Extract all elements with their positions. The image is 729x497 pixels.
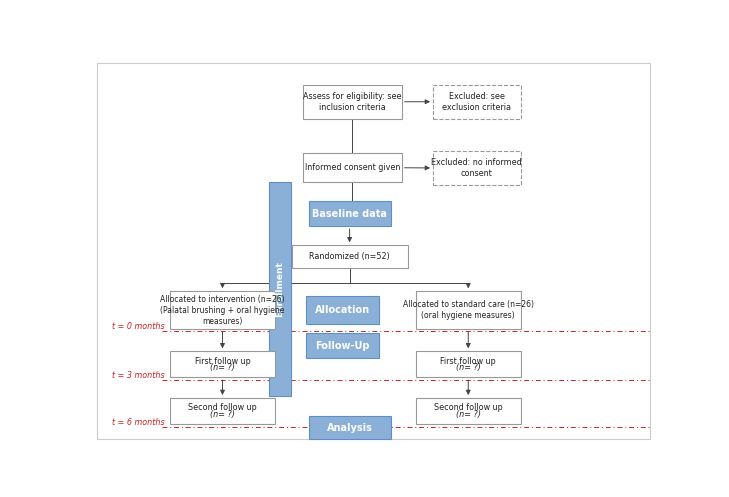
Bar xyxy=(416,351,521,377)
Bar xyxy=(170,291,275,330)
Bar xyxy=(292,245,408,268)
Bar xyxy=(433,151,521,185)
Text: (n= ?): (n= ?) xyxy=(456,410,480,418)
Text: Informed consent given: Informed consent given xyxy=(305,163,400,172)
Bar xyxy=(416,398,521,424)
Text: t = 0 months: t = 0 months xyxy=(112,322,165,331)
Bar xyxy=(308,201,391,226)
Bar xyxy=(308,416,391,439)
Bar xyxy=(303,84,402,119)
Text: Follow-Up: Follow-Up xyxy=(315,341,370,351)
Text: t = 6 months: t = 6 months xyxy=(112,418,165,427)
FancyBboxPatch shape xyxy=(97,64,650,438)
Text: (n= ?): (n= ?) xyxy=(456,363,480,372)
Text: Second follow up: Second follow up xyxy=(434,404,502,413)
Bar xyxy=(433,84,521,119)
Text: Enrollment: Enrollment xyxy=(276,261,284,317)
Text: Allocation: Allocation xyxy=(315,305,370,315)
Text: Baseline data: Baseline data xyxy=(312,209,387,219)
Text: t = 3 months: t = 3 months xyxy=(112,371,165,380)
Text: Excluded: see
exclusion criteria: Excluded: see exclusion criteria xyxy=(443,91,511,112)
Text: Excluded: no informed
consent: Excluded: no informed consent xyxy=(432,158,522,178)
Text: First follow up: First follow up xyxy=(440,357,496,366)
Text: (n= ?): (n= ?) xyxy=(210,363,235,372)
Bar xyxy=(170,398,275,424)
Text: Assess for eligibility: see
inclusion criteria: Assess for eligibility: see inclusion cr… xyxy=(303,91,402,112)
Bar xyxy=(170,351,275,377)
Text: Randomized (n=52): Randomized (n=52) xyxy=(309,252,390,261)
Text: Second follow up: Second follow up xyxy=(188,404,257,413)
Bar xyxy=(269,182,291,397)
Text: Analysis: Analysis xyxy=(327,423,373,433)
Bar xyxy=(416,291,521,330)
Bar xyxy=(303,154,402,182)
Bar xyxy=(306,296,379,324)
Text: (n= ?): (n= ?) xyxy=(210,410,235,418)
Text: First follow up: First follow up xyxy=(195,357,250,366)
Text: Allocated to intervention (n=26)
(Palatal brushing + oral hygiene
measures): Allocated to intervention (n=26) (Palata… xyxy=(160,295,285,326)
Bar xyxy=(306,333,379,358)
Text: Allocated to standard care (n=26)
(oral hygiene measures): Allocated to standard care (n=26) (oral … xyxy=(402,300,534,321)
